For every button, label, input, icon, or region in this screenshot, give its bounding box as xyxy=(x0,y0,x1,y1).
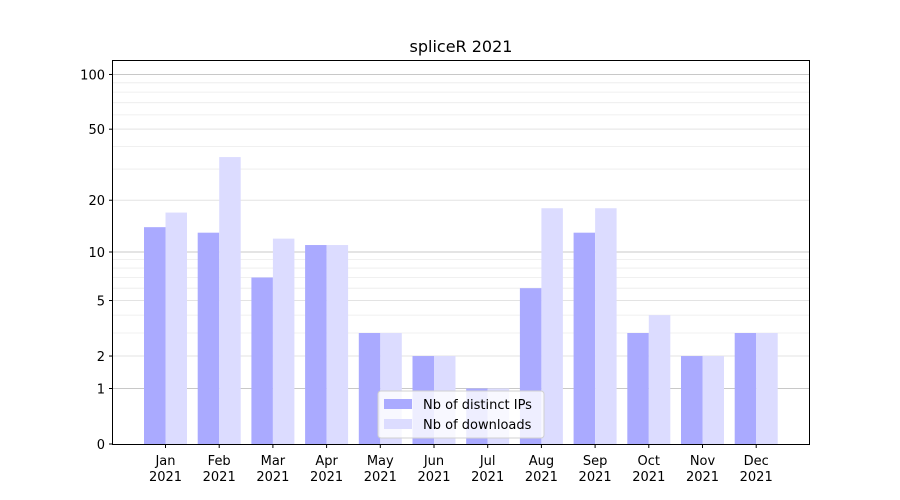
bar-downloads xyxy=(595,208,617,444)
bar-downloads xyxy=(702,356,724,444)
bar-downloads xyxy=(541,208,563,444)
y-tick-label: 5 xyxy=(97,295,105,310)
chart-title: spliceR 2021 xyxy=(410,37,513,56)
y-tick-label: 50 xyxy=(88,123,105,138)
legend-label: Nb of distinct IPs xyxy=(423,398,532,413)
x-tick-label: Mar 2021 xyxy=(256,454,289,485)
y-tick-label: 0 xyxy=(97,438,105,453)
x-tick-label: Jun 2021 xyxy=(417,454,450,485)
x-axis: Jan 2021 Feb 2021 Mar 2021 Apr 2021 May 2021 Jun 20… xyxy=(149,444,773,485)
bar-downloads xyxy=(756,332,778,444)
legend-box xyxy=(377,390,545,439)
bar-distinct-ips xyxy=(734,332,757,444)
y-axis: 0 1 2 5 10 20 50 100 xyxy=(80,68,113,453)
x-tick-label: Nov 2021 xyxy=(686,454,719,485)
bar-distinct-ips xyxy=(358,332,381,444)
x-tick-label: Jul 2021 xyxy=(471,454,504,485)
bar-downloads xyxy=(165,212,187,444)
x-tick-label: Feb 2021 xyxy=(203,454,236,485)
legend: Nb of distinct IPs Nb of downloads xyxy=(377,390,545,439)
legend-swatch xyxy=(384,399,412,409)
x-tick-label: Apr 2021 xyxy=(310,454,343,485)
bar-downloads xyxy=(219,157,241,445)
x-tick-label: Sep 2021 xyxy=(579,454,612,485)
bar-distinct-ips xyxy=(251,277,273,444)
legend-swatch xyxy=(384,419,412,429)
bar-distinct-ips xyxy=(573,232,596,444)
x-tick-label: May 2021 xyxy=(364,454,397,485)
y-tick-label: 10 xyxy=(88,246,105,261)
x-tick-label: Jan 2021 xyxy=(149,454,182,485)
bar-distinct-ips xyxy=(681,356,703,444)
x-tick-label: Oct 2021 xyxy=(632,454,665,485)
bar-downloads xyxy=(326,245,349,444)
bar-distinct-ips xyxy=(305,245,327,444)
legend-label: Nb of downloads xyxy=(423,418,532,433)
bar-distinct-ips xyxy=(144,227,166,444)
y-tick-label: 2 xyxy=(97,350,105,365)
bar-downloads xyxy=(272,238,295,444)
x-tick-label: Dec 2021 xyxy=(740,454,773,485)
y-tick-label: 100 xyxy=(80,68,105,83)
bar-downloads xyxy=(648,315,671,444)
y-tick-label: 20 xyxy=(88,194,105,209)
bar-distinct-ips xyxy=(627,332,649,444)
x-tick-label: Aug 2021 xyxy=(525,454,558,485)
y-tick-label: 1 xyxy=(97,382,105,397)
bar-distinct-ips xyxy=(197,232,220,444)
